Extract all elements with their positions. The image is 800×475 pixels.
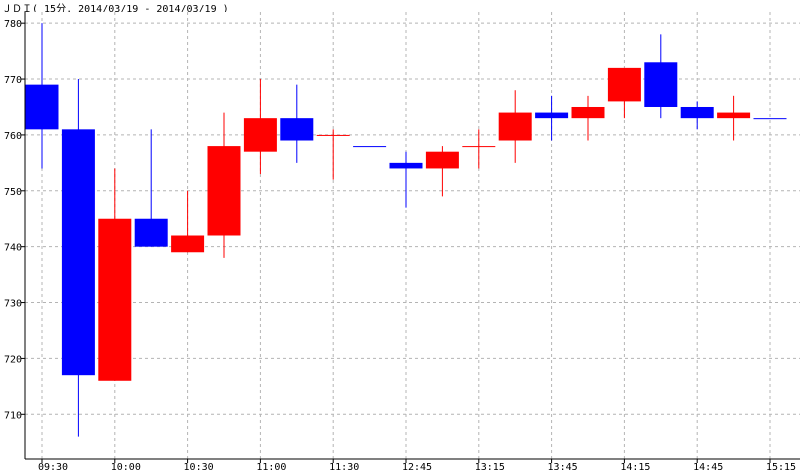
candle	[425, 146, 459, 197]
candle-body	[98, 218, 132, 381]
candle	[680, 101, 714, 130]
candle-body	[171, 235, 205, 253]
candle	[316, 129, 350, 180]
x-tick-label: 09:30	[38, 462, 68, 473]
y-axis-ticks: 710 720 730 740 750 760 770 780	[4, 19, 25, 421]
candle-body	[61, 129, 95, 376]
candle	[98, 168, 132, 381]
x-tick-label: 14:45	[693, 462, 723, 473]
x-tick-label: 10:00	[111, 462, 141, 473]
candle	[535, 95, 569, 141]
candle-body	[644, 62, 678, 107]
candle	[717, 95, 751, 141]
x-tick-label: 13:45	[548, 462, 578, 473]
candle	[498, 90, 532, 163]
candle	[389, 151, 423, 208]
chart-title: ＪＤＩ( 15分, 2014/03/19 - 2014/03/19 )	[2, 4, 229, 15]
candle-body	[280, 118, 314, 141]
y-tick-label: 720	[4, 354, 22, 365]
x-tick-label: 11:30	[329, 462, 359, 473]
candle-body	[571, 106, 605, 119]
candle	[207, 112, 241, 258]
x-tick-label: 10:30	[184, 462, 214, 473]
candle-body	[753, 118, 787, 120]
candle-body	[680, 106, 714, 119]
candle	[644, 34, 678, 119]
candle-body	[425, 151, 459, 169]
y-tick-label: 710	[4, 410, 22, 421]
y-tick-label: 770	[4, 75, 22, 86]
x-tick-label: 11:00	[256, 462, 286, 473]
y-tick-label: 780	[4, 19, 22, 30]
candle-body	[353, 146, 387, 148]
candle-body	[389, 162, 423, 169]
y-tick-label: 760	[4, 131, 22, 142]
x-tick-label: 14:15	[620, 462, 650, 473]
candle	[171, 190, 205, 253]
candle-body	[316, 134, 350, 136]
candle	[462, 129, 496, 169]
y-tick-label: 730	[4, 299, 22, 310]
candle	[243, 79, 277, 175]
candle-body	[25, 84, 59, 130]
x-tick-label: 15:15	[766, 462, 796, 473]
candle	[280, 84, 314, 163]
candles	[25, 23, 787, 437]
candle	[753, 118, 787, 120]
x-tick-label: 12:45	[402, 462, 432, 473]
candle-body	[607, 67, 641, 102]
y-tick-label: 740	[4, 243, 22, 254]
candle	[571, 95, 605, 141]
candle-body	[243, 118, 277, 152]
candle-body	[498, 112, 532, 141]
candle	[25, 23, 59, 169]
candle	[607, 67, 641, 119]
x-axis-ticks: 09:30 10:00 10:30 11:00 11:30 12:45 13:15 13:45…	[38, 459, 796, 473]
candle	[134, 129, 168, 247]
candle	[353, 146, 387, 148]
y-tick-label: 750	[4, 187, 22, 198]
candle-body	[134, 218, 168, 247]
candle	[61, 79, 95, 437]
candle-body	[535, 112, 569, 119]
x-tick-label: 13:15	[475, 462, 505, 473]
candle-body	[207, 146, 241, 236]
candle-body	[717, 112, 751, 119]
candle-body	[462, 146, 496, 148]
